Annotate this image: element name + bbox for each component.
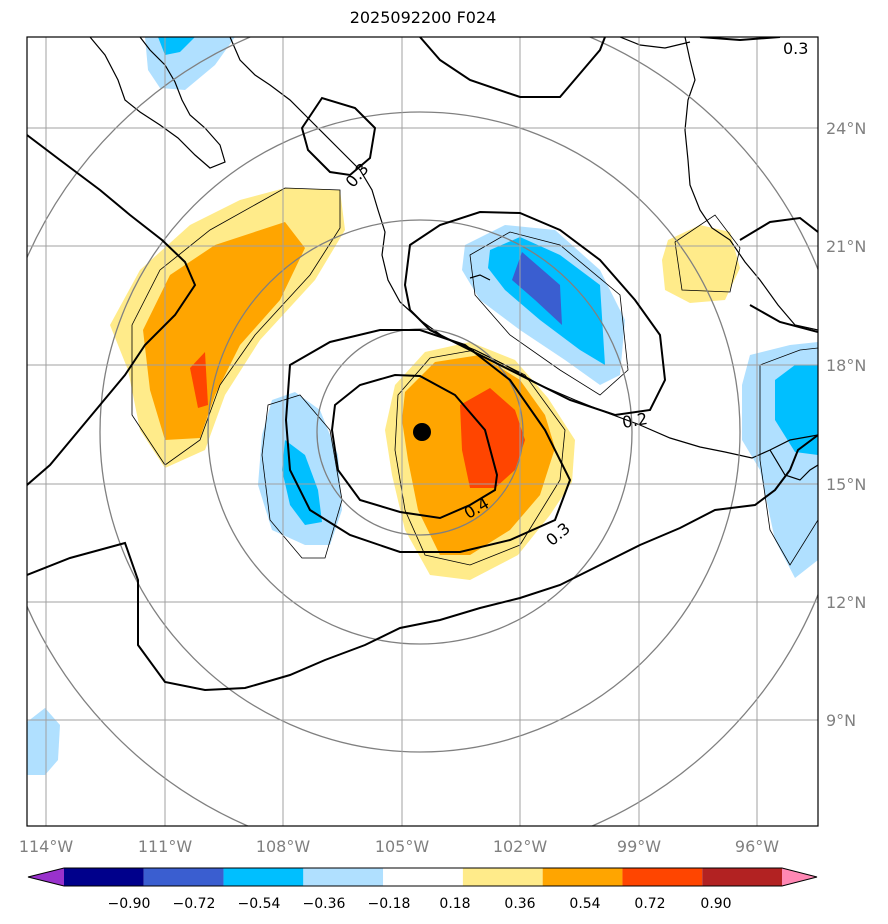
contour-south bbox=[27, 434, 818, 692]
lon-tick: 102°W bbox=[493, 837, 548, 856]
lat-tick: 9°N bbox=[826, 711, 856, 730]
contour-02-east bbox=[403, 210, 667, 417]
colorbar-tick: 0.54 bbox=[569, 896, 600, 912]
colorbar-tick: −0.54 bbox=[238, 896, 281, 912]
colorbar-extend-max bbox=[782, 868, 817, 886]
colorbar-tick: −0.72 bbox=[173, 896, 216, 912]
graticule bbox=[27, 37, 818, 826]
coastline-gulf-north bbox=[619, 37, 691, 49]
negative-lobe-southwest bbox=[27, 708, 60, 775]
colorbar-segment bbox=[462, 868, 543, 886]
map-title: 2025092200 F024 bbox=[349, 8, 497, 27]
latitude-ticks: 24°N 21°N 18°N 15°N 12°N 9°N bbox=[826, 119, 866, 730]
coastline-gulf-east bbox=[684, 37, 818, 331]
contour-03-west bbox=[27, 134, 197, 486]
lon-tick: 108°W bbox=[256, 837, 311, 856]
lon-tick: 96°W bbox=[735, 837, 779, 856]
contour-label-corner: 0.3 bbox=[783, 39, 808, 58]
contour-east2 bbox=[749, 304, 818, 333]
colorbar-segment bbox=[622, 868, 703, 886]
colorbar-segment bbox=[542, 868, 623, 886]
negative-lobe-east-mid bbox=[775, 365, 818, 455]
colorbar-outline bbox=[27, 867, 818, 887]
positive-lobe-east-small bbox=[662, 225, 740, 303]
positive-lobe-west-mid bbox=[143, 222, 305, 440]
colorbar bbox=[27, 867, 818, 887]
contour-lines bbox=[27, 37, 818, 692]
map-frame bbox=[26, 36, 819, 827]
lat-tick: 12°N bbox=[826, 593, 866, 612]
negative-lobe-north-core bbox=[158, 37, 195, 55]
colorbar-segment bbox=[383, 868, 463, 886]
coastline-island bbox=[469, 274, 491, 281]
lon-tick: 114°W bbox=[19, 837, 74, 856]
contour-04-inner bbox=[330, 373, 499, 520]
lat-tick: 18°N bbox=[826, 356, 866, 375]
colorbar-segment bbox=[702, 868, 782, 886]
colorbar-tick: 0.36 bbox=[504, 896, 535, 912]
lat-tick: 15°N bbox=[826, 475, 866, 494]
lon-tick: 105°W bbox=[375, 837, 430, 856]
colorbar-extend-min bbox=[28, 868, 64, 886]
coastline-yucatan bbox=[769, 449, 818, 481]
colorbar-tick: 0.72 bbox=[634, 896, 665, 912]
contour-03-center bbox=[284, 329, 572, 553]
positive-lobe-west-core bbox=[190, 352, 208, 408]
contour-northeast bbox=[699, 37, 781, 42]
colorbar-tick: 0.18 bbox=[439, 896, 470, 912]
contour-03-north-small bbox=[300, 96, 377, 177]
lon-tick: 111°W bbox=[138, 837, 193, 856]
contour-north bbox=[419, 37, 606, 98]
contour-label-east: 0.2 bbox=[621, 409, 649, 432]
colorbar-segment bbox=[143, 868, 224, 886]
negative-lobe-westcentral-mid bbox=[282, 440, 322, 525]
colorbar-segment bbox=[64, 868, 144, 886]
positive-lobe-center-core bbox=[460, 388, 525, 488]
lat-tick: 21°N bbox=[826, 237, 866, 256]
storm-center-marker bbox=[413, 423, 431, 441]
colorbar-tick: 0.90 bbox=[700, 896, 731, 912]
contour-east bbox=[739, 216, 818, 241]
lon-tick: 99°W bbox=[617, 837, 661, 856]
colorbar-tick: −0.36 bbox=[303, 896, 346, 912]
negative-lobe-northeast-core bbox=[512, 252, 562, 325]
colorbar-segment bbox=[223, 868, 304, 886]
colorbar-tick: −0.90 bbox=[108, 896, 151, 912]
colorbar-tick-labels: −0.90 −0.72 −0.54 −0.36 −0.18 0.18 0.36 … bbox=[108, 896, 732, 912]
lat-tick: 24°N bbox=[826, 119, 866, 138]
longitude-ticks: 114°W 111°W 108°W 105°W 102°W 99°W 96°W bbox=[19, 837, 779, 856]
colorbar-segment bbox=[303, 868, 384, 886]
colorbar-tick: −0.18 bbox=[368, 896, 411, 912]
shading-layer bbox=[27, 37, 818, 775]
